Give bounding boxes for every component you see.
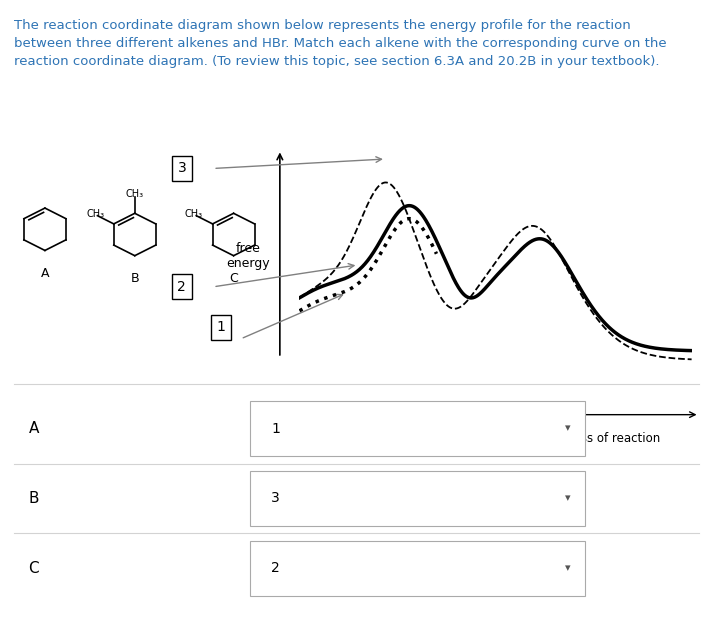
Text: ▾: ▾ <box>565 424 570 434</box>
Text: CH₃: CH₃ <box>125 189 144 199</box>
Text: 3: 3 <box>178 161 186 176</box>
Text: B: B <box>130 272 139 285</box>
Text: 1: 1 <box>271 422 279 435</box>
Text: The reaction coordinate diagram shown below represents the energy profile for th: The reaction coordinate diagram shown be… <box>14 19 667 68</box>
Text: B: B <box>29 491 39 506</box>
FancyBboxPatch shape <box>250 541 585 596</box>
Text: ▾: ▾ <box>565 493 570 503</box>
Text: A: A <box>29 421 39 436</box>
Text: 1: 1 <box>217 320 225 334</box>
Text: free
energy: free energy <box>227 242 270 270</box>
Text: CH₃: CH₃ <box>185 209 203 219</box>
Text: ▾: ▾ <box>565 563 570 573</box>
Text: C: C <box>29 561 39 576</box>
Text: 2: 2 <box>271 561 279 575</box>
Text: 3: 3 <box>271 492 279 505</box>
Text: 2: 2 <box>178 280 186 294</box>
FancyBboxPatch shape <box>250 401 585 456</box>
Text: CH₃: CH₃ <box>86 209 104 219</box>
Text: progress of reaction: progress of reaction <box>543 432 660 445</box>
FancyBboxPatch shape <box>250 471 585 526</box>
Text: C: C <box>229 272 238 285</box>
Text: A: A <box>41 267 49 280</box>
